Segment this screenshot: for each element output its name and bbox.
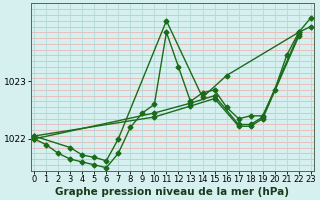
X-axis label: Graphe pression niveau de la mer (hPa): Graphe pression niveau de la mer (hPa) bbox=[55, 187, 290, 197]
